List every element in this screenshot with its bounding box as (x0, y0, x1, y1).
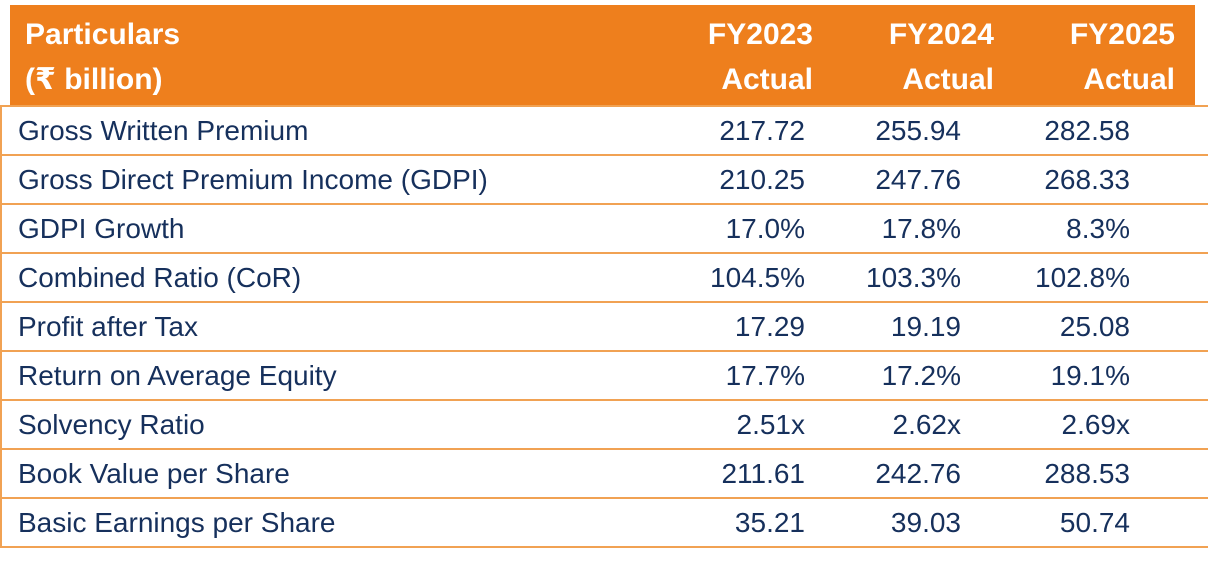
column-year: FY2024 (888, 18, 994, 51)
table-row: Gross Direct Premium Income (GDPI) 210.2… (1, 154, 1208, 205)
cell-value: 104.5% (689, 252, 851, 303)
row-label: GDPI Growth (1, 203, 689, 254)
row-label: Combined Ratio (CoR) (1, 252, 689, 303)
cell-value: 210.25 (689, 154, 851, 205)
row-label: Gross Direct Premium Income (GDPI) (1, 154, 689, 205)
cell-value: 242.76 (851, 448, 1026, 499)
cell-value: 211.61 (689, 448, 851, 499)
table-row: Book Value per Share 211.61 242.76 288.5… (1, 448, 1208, 499)
cell-value: 288.53 (1026, 448, 1208, 499)
table-row: Profit after Tax 17.29 19.19 25.08 (1, 301, 1208, 352)
cell-value: 282.58 (1026, 105, 1208, 156)
kpi-table: Gross Written Premium 217.72 255.94 282.… (0, 105, 1208, 548)
cell-value: 102.8% (1026, 252, 1208, 303)
cell-value: 247.76 (851, 154, 1026, 205)
cell-value: 17.29 (689, 301, 851, 352)
table-row: Combined Ratio (CoR) 104.5% 103.3% 102.8… (1, 252, 1208, 303)
table-header: Particulars (₹ billion) FY2023 Actual FY… (10, 5, 1195, 105)
column-year: FY2025 (1069, 18, 1175, 51)
cell-value: 8.3% (1026, 203, 1208, 254)
column-subtitle: Actual (1083, 63, 1175, 96)
cell-value: 17.7% (689, 350, 851, 401)
table-row: Solvency Ratio 2.51x 2.62x 2.69x (1, 399, 1208, 450)
column-subtitle: Actual (902, 63, 994, 96)
cell-value: 39.03 (851, 497, 1026, 548)
cell-value: 103.3% (851, 252, 1026, 303)
cell-value: 50.74 (1026, 497, 1208, 548)
cell-value: 2.62x (851, 399, 1026, 450)
cell-value: 255.94 (851, 105, 1026, 156)
row-label: Return on Average Equity (1, 350, 689, 401)
row-label: Basic Earnings per Share (1, 497, 689, 548)
column-year: FY2023 (707, 18, 813, 51)
cell-value: 17.0% (689, 203, 851, 254)
table-row: GDPI Growth 17.0% 17.8% 8.3% (1, 203, 1208, 254)
cell-value: 2.51x (689, 399, 851, 450)
table-title: Particulars (₹ billion) (10, 5, 632, 102)
table-row: Return on Average Equity 17.7% 17.2% 19.… (1, 350, 1208, 401)
table-title-line1: Particulars (25, 18, 181, 51)
table-row: Gross Written Premium 217.72 255.94 282.… (1, 105, 1208, 156)
row-label: Solvency Ratio (1, 399, 689, 450)
cell-value: 35.21 (689, 497, 851, 548)
cell-value: 268.33 (1026, 154, 1208, 205)
row-label: Profit after Tax (1, 301, 689, 352)
cell-value: 19.19 (851, 301, 1026, 352)
column-subtitle: Actual (721, 63, 813, 96)
cell-value: 17.8% (851, 203, 1026, 254)
cell-value: 25.08 (1026, 301, 1208, 352)
cell-value: 217.72 (689, 105, 851, 156)
column-header-fy2024: FY2024 Actual (813, 5, 994, 102)
cell-value: 2.69x (1026, 399, 1208, 450)
cell-value: 17.2% (851, 350, 1026, 401)
cell-value: 19.1% (1026, 350, 1208, 401)
row-label: Book Value per Share (1, 448, 689, 499)
table-row: Basic Earnings per Share 35.21 39.03 50.… (1, 497, 1208, 548)
table-title-line2: (₹ billion) (25, 63, 163, 96)
column-header-fy2023: FY2023 Actual (632, 5, 813, 102)
column-header-fy2025: FY2025 Actual (994, 5, 1175, 102)
row-label: Gross Written Premium (1, 105, 689, 156)
